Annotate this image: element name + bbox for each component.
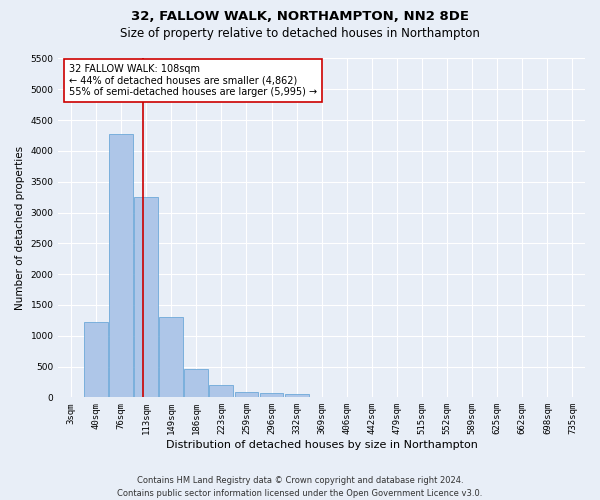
Bar	[134, 197, 158, 398]
Bar	[235, 392, 259, 398]
X-axis label: Distribution of detached houses by size in Northampton: Distribution of detached houses by size …	[166, 440, 478, 450]
Bar	[109, 134, 133, 398]
Bar	[160, 316, 183, 398]
Text: Size of property relative to detached houses in Northampton: Size of property relative to detached ho…	[120, 28, 480, 40]
Bar	[209, 385, 233, 398]
Text: 32, FALLOW WALK, NORTHAMPTON, NN2 8DE: 32, FALLOW WALK, NORTHAMPTON, NN2 8DE	[131, 10, 469, 23]
Bar	[84, 322, 108, 398]
Bar	[184, 369, 208, 398]
Bar	[285, 394, 308, 398]
Y-axis label: Number of detached properties: Number of detached properties	[15, 146, 25, 310]
Bar	[260, 393, 283, 398]
Text: Contains HM Land Registry data © Crown copyright and database right 2024.
Contai: Contains HM Land Registry data © Crown c…	[118, 476, 482, 498]
Text: 32 FALLOW WALK: 108sqm
← 44% of detached houses are smaller (4,862)
55% of semi-: 32 FALLOW WALK: 108sqm ← 44% of detached…	[69, 64, 317, 97]
